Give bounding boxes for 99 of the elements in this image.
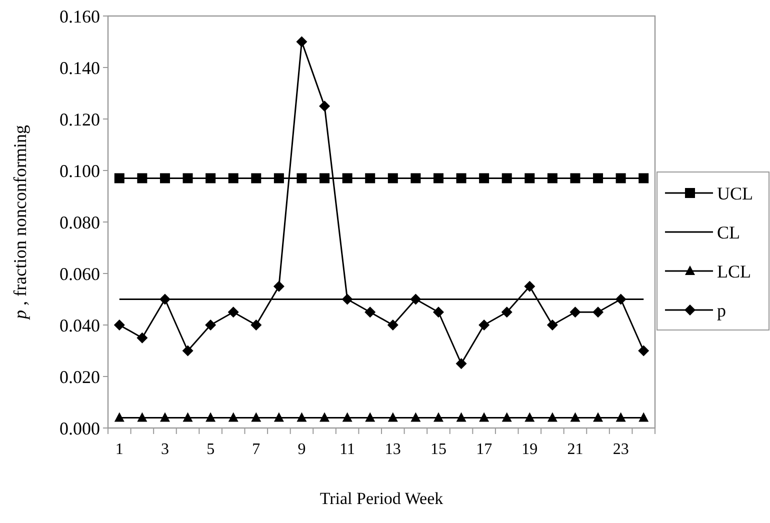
x-tick-label: 5 <box>206 441 215 458</box>
point <box>433 412 444 422</box>
point <box>114 173 124 184</box>
point <box>524 412 535 422</box>
point <box>524 173 535 184</box>
point <box>159 294 170 305</box>
point <box>616 173 626 184</box>
point <box>410 294 422 305</box>
legend-label: CL <box>717 222 740 242</box>
point <box>273 280 284 292</box>
point <box>228 412 238 422</box>
point <box>251 173 262 184</box>
point <box>593 173 604 184</box>
point <box>319 100 330 112</box>
point <box>251 412 262 422</box>
x-tick-label: 7 <box>252 441 260 458</box>
y-tick-label: 0.080 <box>60 212 100 232</box>
point <box>479 173 490 184</box>
point <box>228 173 238 184</box>
legend-label: LCL <box>717 261 751 282</box>
x-tick-label: 19 <box>522 441 538 458</box>
point <box>502 412 512 422</box>
point <box>546 320 558 330</box>
y-tick-label: 0.100 <box>60 160 100 181</box>
y-tick-label: 0.140 <box>60 58 100 78</box>
y-tick-label: 0.060 <box>60 264 100 284</box>
point <box>274 173 284 184</box>
point <box>570 306 581 318</box>
point <box>182 412 193 422</box>
point <box>137 173 148 184</box>
point <box>387 320 398 330</box>
x-tick-label: 1 <box>115 441 124 458</box>
point <box>182 345 194 356</box>
y-tick-label: 0.120 <box>60 109 100 130</box>
point <box>160 412 170 422</box>
point <box>320 173 330 184</box>
point <box>365 412 376 422</box>
point <box>502 173 512 184</box>
point <box>638 412 649 422</box>
point <box>114 412 124 422</box>
y-tick-label: 0.020 <box>60 366 100 387</box>
point <box>296 36 308 48</box>
point <box>182 173 193 184</box>
point <box>478 320 490 330</box>
point <box>274 412 284 422</box>
point <box>432 306 444 318</box>
point <box>456 412 466 422</box>
y-axis-title: p , fraction nonconforming <box>10 125 30 321</box>
point <box>137 412 148 422</box>
x-tick-label: 23 <box>612 441 629 458</box>
point <box>206 412 216 422</box>
point <box>342 294 353 305</box>
point <box>433 173 444 184</box>
x-tick-label: 21 <box>567 441 584 458</box>
point <box>320 412 330 422</box>
y-tick-label: 0.000 <box>60 418 100 438</box>
point <box>593 412 604 422</box>
point <box>570 173 580 184</box>
point <box>638 173 649 184</box>
point <box>616 412 626 422</box>
point <box>524 280 536 292</box>
point <box>615 294 626 305</box>
point <box>479 412 490 422</box>
point <box>388 412 398 422</box>
point <box>206 173 216 184</box>
point <box>547 412 558 422</box>
y-tick-label: 0.160 <box>60 6 100 26</box>
point <box>456 173 466 184</box>
point <box>388 173 398 184</box>
point <box>364 306 376 318</box>
point <box>296 412 307 422</box>
point <box>410 412 421 422</box>
point <box>456 358 467 370</box>
x-tick-label: 15 <box>430 441 446 458</box>
point <box>160 173 170 184</box>
point <box>136 332 148 344</box>
x-tick-label: 11 <box>340 441 356 458</box>
point <box>501 306 512 318</box>
point <box>570 412 580 422</box>
point <box>592 306 604 318</box>
point <box>547 173 558 184</box>
x-tick-label: 9 <box>298 441 306 458</box>
point <box>638 345 650 356</box>
x-tick-label: 17 <box>476 441 492 458</box>
legend-label: p <box>717 300 726 320</box>
point <box>365 173 376 184</box>
point <box>410 173 421 184</box>
point <box>114 320 125 330</box>
point <box>342 173 352 184</box>
legend-label: UCL <box>717 183 753 204</box>
x-axis-title: Trial Period Week <box>320 489 444 508</box>
point <box>296 173 307 184</box>
x-tick-label: 3 <box>160 441 169 458</box>
y-tick-label: 0.040 <box>60 315 100 336</box>
point <box>205 320 216 330</box>
point <box>342 412 352 422</box>
point <box>250 320 262 330</box>
x-tick-label: 13 <box>384 441 401 458</box>
point <box>228 306 239 318</box>
